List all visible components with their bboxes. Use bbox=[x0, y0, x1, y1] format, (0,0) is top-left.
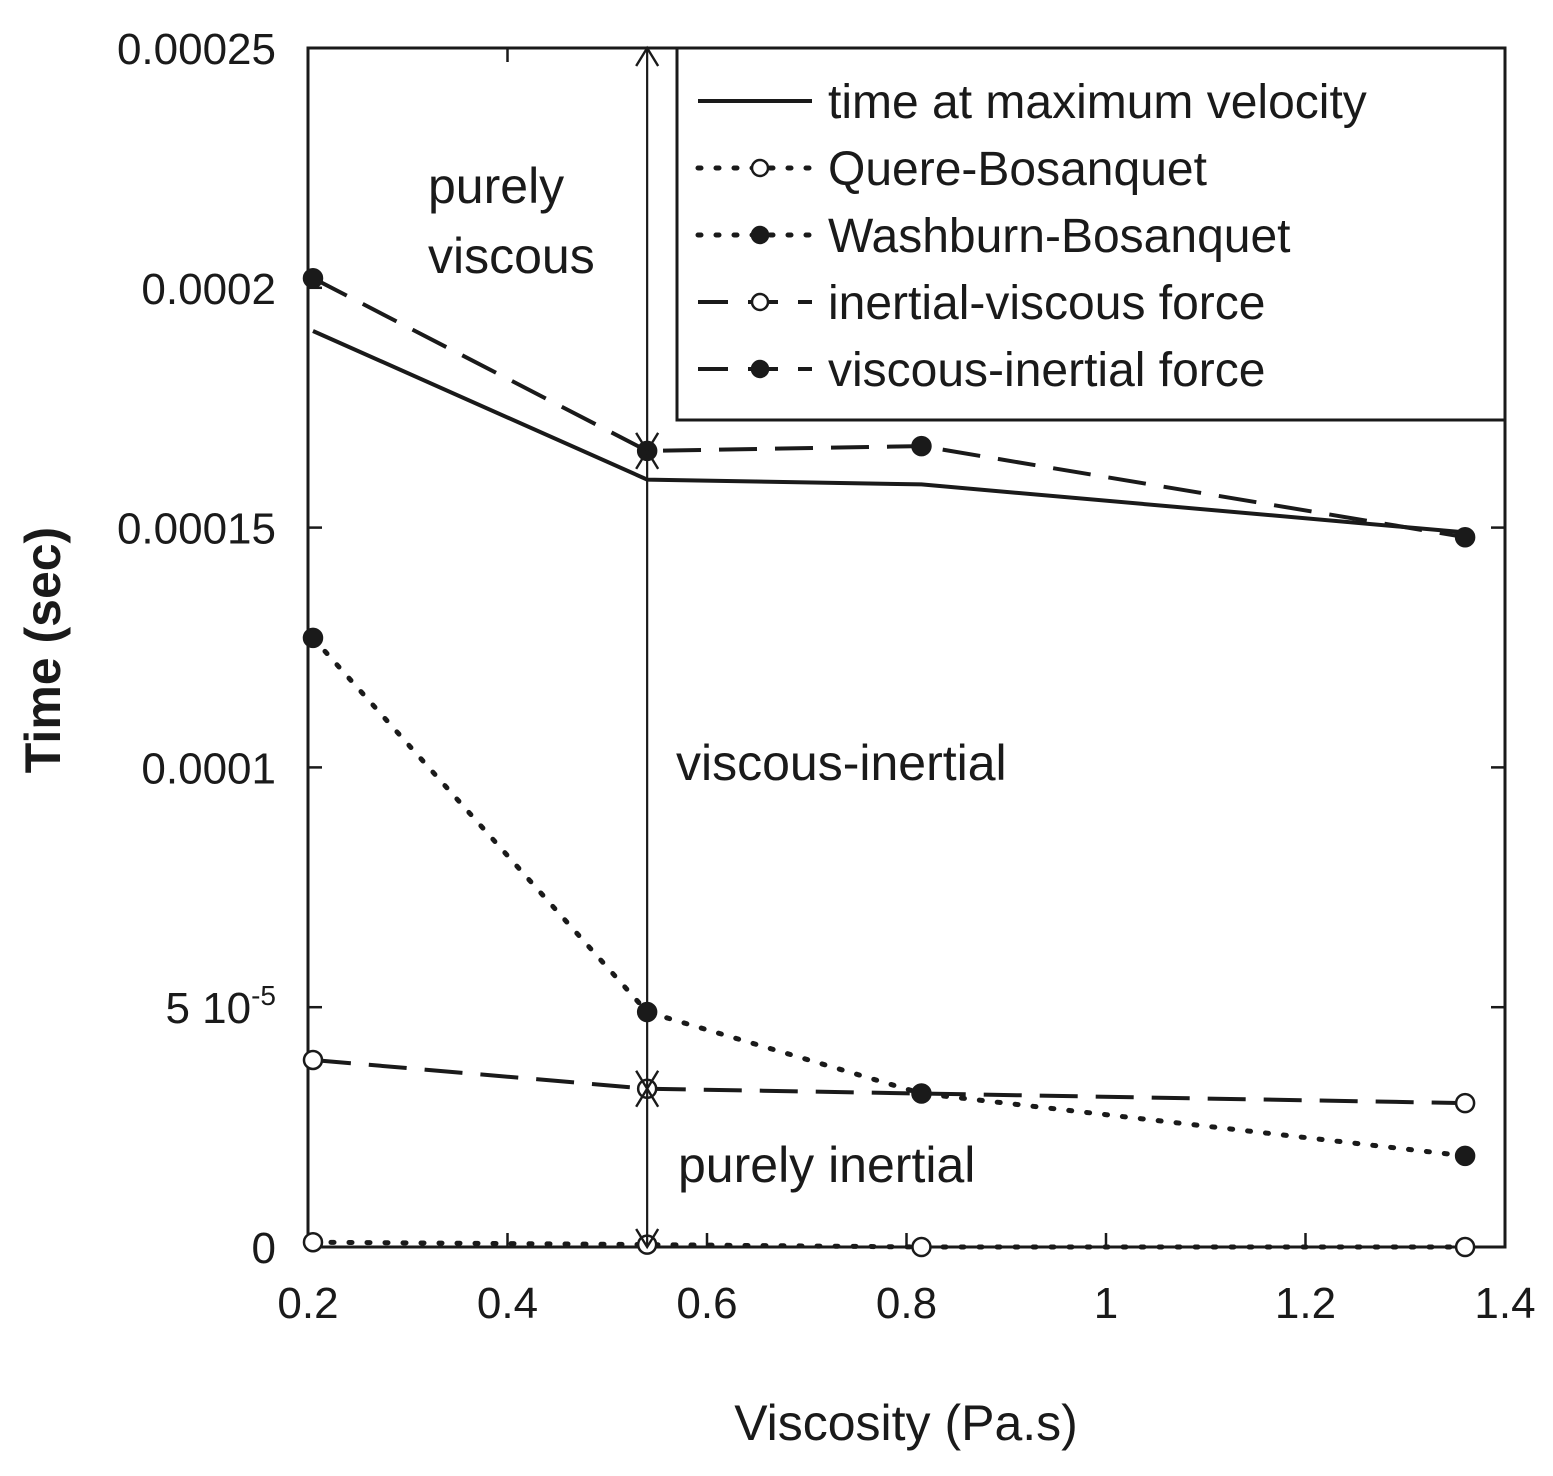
data-point bbox=[302, 627, 324, 649]
x-axis-title: Viscosity (Pa.s) bbox=[734, 1395, 1078, 1451]
legend-label: Washburn-Bosanquet bbox=[828, 210, 1291, 263]
data-point bbox=[911, 435, 932, 457]
arrowhead bbox=[635, 1086, 660, 1108]
annotation-purely-inertial: purely inertial bbox=[678, 1137, 975, 1193]
arrowhead bbox=[635, 448, 660, 470]
legend-marker bbox=[750, 158, 770, 178]
x-tick-label: 1.4 bbox=[1474, 1279, 1535, 1328]
series-time-at-maximum-velocity bbox=[312, 329, 1466, 535]
legend-box bbox=[675, 46, 1507, 422]
series-washburn-bosanquet bbox=[302, 627, 1476, 1167]
legend-entry-viscous-inertial-force: viscous-inertial force bbox=[698, 344, 1265, 397]
series-inertial-viscous-force bbox=[302, 1049, 1476, 1114]
series-viscous-inertial-force bbox=[302, 267, 1476, 548]
data-point bbox=[1454, 526, 1476, 548]
data-point bbox=[1454, 1145, 1476, 1167]
legend-label: viscous-inertial force bbox=[828, 344, 1265, 397]
series-quere-bosanquet bbox=[302, 1231, 1476, 1258]
legend-label: time at maximum velocity bbox=[828, 76, 1367, 129]
x-tick-label: 1 bbox=[1094, 1279, 1118, 1328]
arrowhead bbox=[635, 1228, 660, 1250]
x-tick-label: 0.6 bbox=[676, 1279, 737, 1328]
legend-marker bbox=[750, 359, 770, 379]
x-tick-label: 1.2 bbox=[1275, 1279, 1336, 1328]
data-point bbox=[302, 1049, 324, 1071]
series-line bbox=[312, 329, 1466, 535]
legend-label: inertial-viscous force bbox=[828, 277, 1265, 330]
legend-entry-inertial-viscous-force: inertial-viscous force bbox=[698, 277, 1265, 330]
annotation-viscous-inertial: viscous-inertial bbox=[676, 735, 1007, 791]
y-tick-label: 0.0002 bbox=[141, 265, 276, 314]
x-tick-label: 0.4 bbox=[477, 1279, 538, 1328]
y-tick-label: 0 bbox=[252, 1224, 276, 1273]
legend-label: Quere-Bosanquet bbox=[828, 143, 1207, 196]
arrowhead bbox=[635, 45, 660, 67]
series-line bbox=[310, 635, 1468, 1159]
y-axis-title: Time (sec) bbox=[15, 527, 71, 773]
legend-entry-quere-bosanquet: Quere-Bosanquet bbox=[695, 143, 1207, 196]
series-line bbox=[312, 276, 1466, 540]
annotation-purely-viscous-line1: purely bbox=[428, 158, 564, 214]
annotation-purely-viscous-line2: viscous bbox=[428, 228, 595, 284]
data-point bbox=[302, 1231, 324, 1253]
y-tick-label: 0.0001 bbox=[141, 744, 276, 793]
series-line bbox=[312, 1058, 1466, 1106]
x-axis-ticks: 0.2 0.4 0.6 0.8 1 1.2 1.4 bbox=[277, 48, 1536, 1328]
y-tick-label: 0.00025 bbox=[117, 25, 276, 74]
legend-marker bbox=[750, 225, 770, 245]
legend-entry-washburn-bosanquet: Washburn-Bosanquet bbox=[695, 210, 1291, 263]
y-tick-label: 0.00015 bbox=[117, 505, 276, 554]
data-point bbox=[1454, 1092, 1476, 1114]
x-tick-label: 0.2 bbox=[277, 1279, 338, 1328]
y-tick-label: 5 10-5 bbox=[165, 980, 276, 1033]
series-line bbox=[310, 1239, 1468, 1250]
legend: time at maximum velocity Quere-Bosanquet W… bbox=[675, 46, 1507, 422]
data-point bbox=[302, 267, 324, 289]
regime-arrows bbox=[635, 45, 660, 1250]
legend-entry-time-at-maximum-velocity: time at maximum velocity bbox=[698, 76, 1367, 129]
x-tick-label: 0.8 bbox=[876, 1279, 937, 1328]
legend-marker bbox=[750, 292, 770, 312]
data-point bbox=[911, 1236, 932, 1258]
data-point bbox=[1454, 1236, 1476, 1258]
